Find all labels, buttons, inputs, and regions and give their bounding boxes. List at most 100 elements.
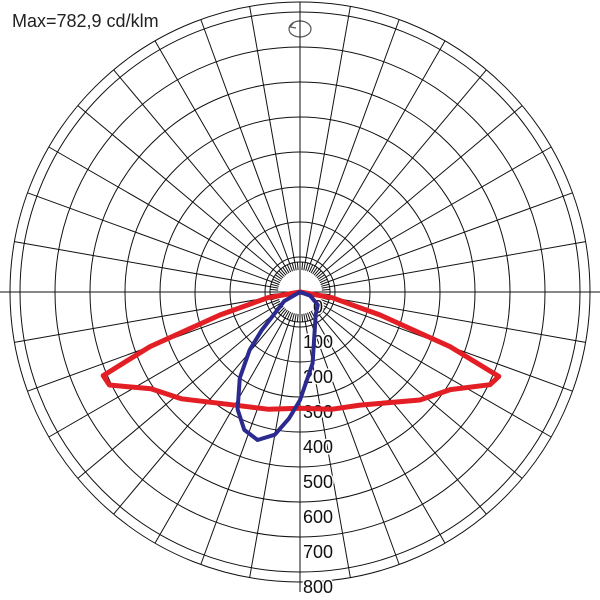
r-tick-label: 400: [303, 437, 333, 457]
spoke: [309, 19, 400, 264]
spoke: [249, 321, 296, 578]
inner-tick: [271, 281, 280, 285]
inner-tick: [296, 313, 299, 322]
inner-tick: [310, 265, 316, 274]
spoke: [48, 306, 275, 438]
inner-tick: [312, 267, 318, 275]
inner-tick: [272, 300, 281, 306]
inner-tick: [278, 307, 285, 314]
spoke: [318, 69, 487, 270]
r-tick-label: 600: [303, 507, 333, 527]
r-tick-label: 100: [303, 332, 333, 352]
spoke: [328, 192, 573, 283]
spoke: [322, 105, 523, 274]
inner-tick: [308, 311, 314, 320]
inner-tick: [272, 278, 281, 284]
spoke: [304, 6, 351, 263]
inner-tick: [307, 312, 311, 321]
spoke: [27, 192, 272, 283]
inner-tick: [321, 288, 330, 291]
grid-ring: [19, 11, 581, 573]
inner-tick: [284, 310, 290, 319]
inner-tick: [284, 265, 290, 274]
spoke: [113, 69, 282, 270]
spoke: [154, 40, 286, 267]
inner-tick: [319, 300, 328, 306]
r-tick-label: 800: [303, 577, 333, 597]
inner-tick: [320, 299, 329, 303]
grid-ring: [264, 256, 336, 328]
inner-tick: [289, 312, 293, 321]
spoke: [200, 19, 291, 264]
spoke: [309, 320, 400, 565]
inner-tick: [307, 263, 311, 272]
inner-tick: [294, 313, 297, 322]
grid-ring: [229, 221, 371, 363]
spoke: [318, 314, 487, 515]
chart-title: Max=782,9 cd/klm: [12, 11, 159, 31]
inner-tick: [315, 270, 322, 277]
grid-ring: [54, 46, 546, 538]
spoke: [14, 241, 271, 288]
spoke: [325, 146, 552, 278]
inner-tick: [278, 270, 285, 277]
inner-tick: [319, 278, 328, 284]
r-tick-label: 500: [303, 472, 333, 492]
inner-tick: [270, 283, 279, 287]
inner-tick: [303, 262, 306, 271]
inner-tick: [286, 264, 292, 273]
spoke: [325, 306, 552, 438]
r-tick-label: 300: [303, 402, 333, 422]
inner-tick: [276, 272, 284, 279]
inner-tick: [280, 308, 287, 316]
inner-tick: [289, 263, 293, 272]
spoke: [314, 40, 446, 267]
inner-tick: [305, 262, 309, 271]
grid-ring: [124, 116, 476, 468]
inner-tick: [317, 274, 325, 280]
spoke: [77, 310, 278, 479]
inner-tick: [282, 309, 288, 317]
spoke: [322, 310, 523, 479]
spoke: [314, 317, 446, 544]
inner-tick: [308, 264, 314, 273]
inner-tick: [321, 286, 330, 289]
inner-tick: [321, 283, 330, 287]
inner-tick: [280, 268, 287, 276]
grid-ring: [89, 81, 511, 503]
inner-tick: [273, 276, 282, 282]
spoke: [48, 146, 275, 278]
curve: [235, 290, 320, 442]
inner-tick: [296, 262, 299, 271]
inner-tick: [318, 302, 327, 308]
inner-tick: [305, 313, 309, 322]
inner-tick: [291, 262, 295, 271]
r-tick-label: 700: [303, 542, 333, 562]
inner-tick: [286, 311, 292, 320]
inner-tick: [318, 276, 327, 282]
spoke: [249, 6, 296, 263]
inner-tick: [294, 262, 297, 271]
inner-tick: [301, 262, 304, 271]
inner-tick: [313, 268, 320, 276]
inner-tick: [282, 267, 288, 275]
spoke: [329, 296, 586, 343]
curve: [100, 289, 502, 412]
inner-tick: [270, 286, 279, 289]
inner-tick: [270, 288, 279, 291]
spoke: [329, 241, 586, 288]
spoke: [200, 320, 291, 565]
spoke: [154, 317, 286, 544]
inner-tick: [303, 313, 306, 322]
spoke: [14, 296, 271, 343]
spoke: [77, 105, 278, 274]
inner-tick: [271, 299, 280, 303]
inner-tick: [316, 272, 324, 279]
inner-tick: [275, 274, 283, 280]
inner-tick: [320, 281, 329, 285]
grid-ring: [159, 151, 441, 433]
inner-tick: [291, 313, 295, 322]
inner-tick: [301, 313, 304, 322]
